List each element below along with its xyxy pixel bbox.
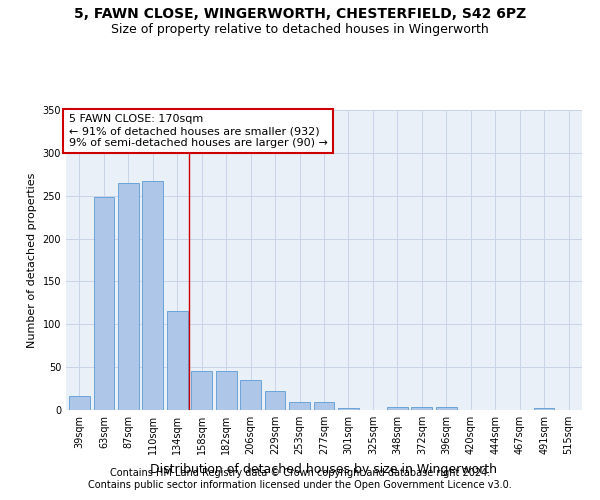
Text: 5 FAWN CLOSE: 170sqm
← 91% of detached houses are smaller (932)
9% of semi-detac: 5 FAWN CLOSE: 170sqm ← 91% of detached h…	[68, 114, 328, 148]
Text: 5, FAWN CLOSE, WINGERWORTH, CHESTERFIELD, S42 6PZ: 5, FAWN CLOSE, WINGERWORTH, CHESTERFIELD…	[74, 8, 526, 22]
Text: Size of property relative to detached houses in Wingerworth: Size of property relative to detached ho…	[111, 22, 489, 36]
Bar	[412, 406, 432, 410]
Bar	[191, 372, 212, 410]
Bar	[387, 406, 408, 410]
Bar	[69, 396, 90, 410]
Bar	[216, 372, 236, 410]
X-axis label: Distribution of detached houses by size in Wingerworth: Distribution of detached houses by size …	[151, 462, 497, 475]
Bar	[436, 408, 457, 410]
Y-axis label: Number of detached properties: Number of detached properties	[27, 172, 37, 348]
Bar	[94, 196, 114, 410]
Text: Contains HM Land Registry data © Crown copyright and database right 2024.: Contains HM Land Registry data © Crown c…	[110, 468, 490, 477]
Bar	[118, 183, 139, 410]
Bar	[534, 408, 554, 410]
Bar	[265, 391, 286, 410]
Bar	[167, 310, 188, 410]
Bar	[314, 402, 334, 410]
Bar	[289, 402, 310, 410]
Bar	[338, 408, 359, 410]
Text: Contains public sector information licensed under the Open Government Licence v3: Contains public sector information licen…	[88, 480, 512, 490]
Bar	[142, 181, 163, 410]
Bar	[240, 380, 261, 410]
